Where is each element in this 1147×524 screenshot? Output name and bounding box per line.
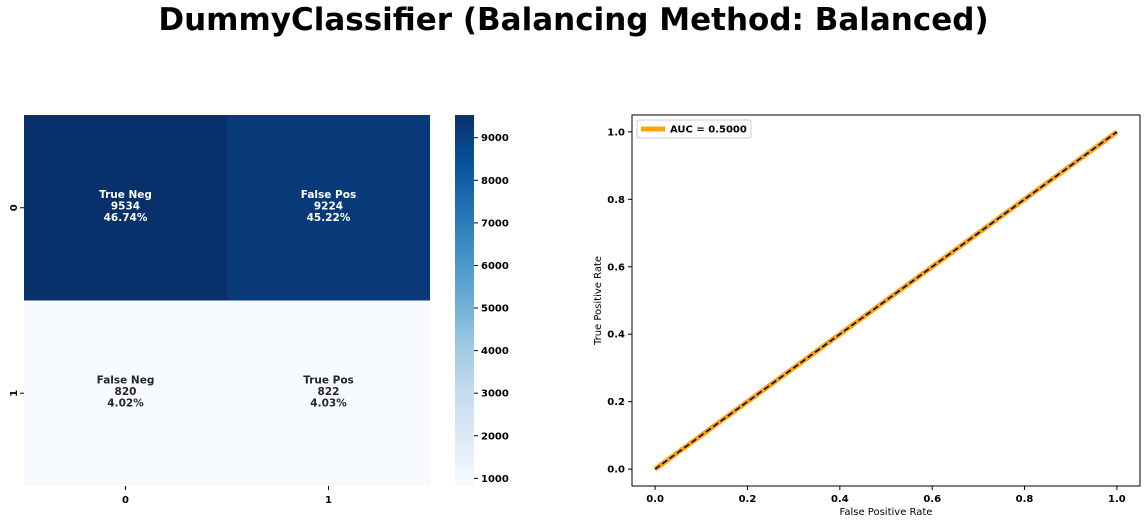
- heatmap-cell-0-0: [24, 115, 227, 301]
- colorbar-tick-label: 6000: [481, 261, 509, 272]
- heatmap-cell-label: 9534: [111, 200, 140, 212]
- heatmap-cell-label: True Pos: [303, 374, 354, 386]
- y-tick-label: 0.4: [607, 330, 625, 341]
- heatmap-cell-label: 4.02%: [107, 397, 144, 409]
- heatmap-col-label: 1: [325, 495, 332, 506]
- colorbar-tick-label: 3000: [481, 389, 509, 400]
- chance-reference-line: [654, 131, 1118, 470]
- colorbar-gradient: [455, 115, 474, 486]
- heatmap-cell-label: 45.22%: [307, 212, 351, 224]
- heatmap-cell-label: 46.74%: [104, 212, 148, 224]
- heatmap-col-label: 0: [122, 495, 129, 506]
- roc-curve-chart: 0.0 0.2 0.4 0.6 0.8 1.0 0.0 0.2 0.4 0.6 0.8 1.0 Fals…: [593, 114, 1141, 518]
- figure-title: DummyClassifier (Balancing Method: Balan…: [158, 2, 989, 38]
- heatmap-row-label: 1: [9, 390, 20, 397]
- colorbar-tick-label: 1000: [481, 474, 509, 485]
- heatmap-cell-label: False Neg: [97, 374, 155, 386]
- colorbar-tick-label: 5000: [481, 304, 509, 315]
- colorbar-tick-label: 2000: [481, 431, 509, 442]
- heatmap-cell-1-0: [24, 300, 227, 486]
- legend-label: AUC = 0.5000: [670, 125, 747, 136]
- x-tick-label: 0.6: [923, 494, 941, 505]
- x-tick-label: 0.4: [831, 494, 849, 505]
- heatmap-cell-label: 9224: [314, 200, 343, 212]
- roc-legend: AUC = 0.5000: [636, 119, 752, 139]
- colorbar-tick-label: 9000: [481, 133, 509, 144]
- heatmap-cell-1-1: [227, 300, 430, 486]
- colorbar-tick-label: 8000: [481, 176, 509, 187]
- x-tick-label: 0.8: [1016, 494, 1034, 505]
- x-tick-label: 1.0: [1108, 494, 1126, 505]
- x-tick-label: 0.2: [739, 494, 757, 505]
- heatmap-cell-label: False Pos: [301, 189, 356, 201]
- legend-frame: [636, 119, 752, 139]
- heatmap-colorbar: 1000 2000 3000 4000 5000 6000 7000 8000 9000: [455, 115, 509, 486]
- x-tick-label: 0.0: [646, 494, 664, 505]
- colorbar-tick-label: 7000: [481, 218, 509, 229]
- heatmap-cell-0-1: [227, 115, 430, 301]
- x-axis-label: False Positive Rate: [840, 507, 933, 518]
- heatmap-cell-label: 820: [115, 386, 137, 398]
- heatmap-cell-label: True Neg: [99, 189, 152, 201]
- heatmap-row-label: 0: [9, 204, 20, 211]
- colorbar-tick-label: 4000: [481, 346, 509, 357]
- y-tick-label: 0.6: [607, 262, 625, 273]
- y-tick-label: 0.0: [607, 465, 625, 476]
- y-tick-label: 0.2: [607, 397, 625, 408]
- heatmap-cell-label: 822: [318, 386, 340, 398]
- y-tick-label: 1.0: [607, 127, 625, 138]
- y-axis-label: True Positive Rate: [593, 256, 604, 346]
- heatmap-cell-label: 4.03%: [310, 397, 347, 409]
- y-tick-label: 0.8: [607, 195, 625, 206]
